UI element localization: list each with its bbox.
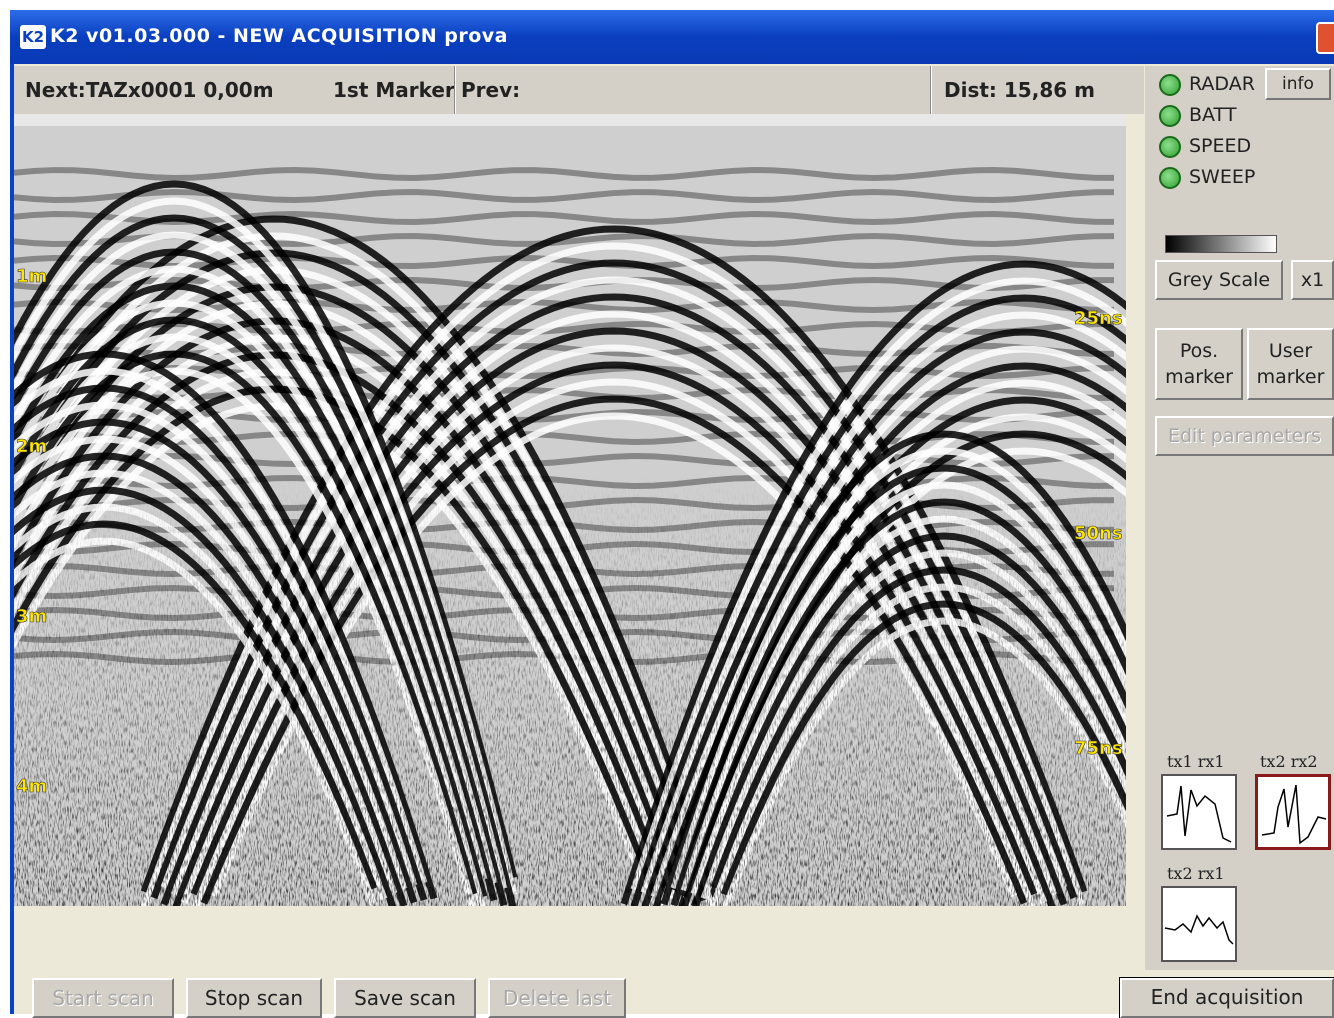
side-panel: RADAR BATT SPEED SWEEP info Grey Scale x1 P… <box>1145 66 1334 971</box>
delete-last-button[interactable]: Delete last <box>488 978 626 1018</box>
title-bar: K2 K2 v01.03.000 - NEW ACQUISITION prova <box>10 10 1334 64</box>
grey-scale-bar <box>1165 235 1277 253</box>
edit-parameters-button[interactable]: Edit parameters <box>1155 416 1334 456</box>
waveform <box>1161 886 1237 962</box>
depth-label: 4m <box>16 776 47 797</box>
depth-label: 3m <box>16 606 47 627</box>
depth-label: 1m <box>16 266 47 287</box>
status-led <box>1159 136 1181 158</box>
time-label: 25ns <box>1074 308 1123 329</box>
waveform-label: tx2 rx2 <box>1260 752 1318 771</box>
status-label: BATT <box>1189 104 1236 126</box>
close-button[interactable] <box>1316 22 1334 54</box>
next-file: Next:TAZx0001 0,00m <box>25 78 274 102</box>
stop-scan-button[interactable]: Stop scan <box>186 978 322 1018</box>
app-icon: K2 <box>20 25 46 49</box>
page: K2 K2 v01.03.000 - NEW ACQUISITION prova… <box>0 0 1334 1014</box>
start-scan-button[interactable]: Start scan <box>32 978 174 1018</box>
separator <box>930 66 932 114</box>
distance: Dist: 15,86 m <box>944 78 1095 102</box>
time-label: 50ns <box>1074 523 1123 544</box>
end-acquisition-button[interactable]: End acquisition <box>1120 978 1334 1018</box>
status-bar: Next:TAZx0001 0,00m 1st Marker Prev: Dis… <box>14 66 1144 114</box>
waveform-label: tx1 rx1 <box>1167 752 1225 771</box>
depth-label: 2m <box>16 436 47 457</box>
status-label: SPEED <box>1189 135 1251 157</box>
waveform-selected <box>1255 774 1331 850</box>
waveform <box>1161 774 1237 850</box>
time-label: 75ns <box>1074 738 1123 759</box>
spacer <box>14 906 1144 970</box>
color-scale-button[interactable]: Grey Scale <box>1155 260 1283 300</box>
prev-label: Prev: <box>461 78 520 102</box>
status-led <box>1159 105 1181 127</box>
separator <box>454 66 456 114</box>
status-label: RADAR <box>1189 73 1255 95</box>
toolbar: Start scan Stop scan Save scan Delete la… <box>14 970 1334 1014</box>
pos-marker-button[interactable]: Pos. marker <box>1155 328 1243 400</box>
user-marker-button[interactable]: User marker <box>1247 328 1334 400</box>
radargram: 1m 2m 3m 4m 25ns 50ns 75ns <box>14 114 1126 906</box>
status-led <box>1159 167 1181 189</box>
zoom-button[interactable]: x1 <box>1291 260 1334 300</box>
waveform-label: tx2 rx1 <box>1167 864 1225 883</box>
window-title: K2 v01.03.000 - NEW ACQUISITION prova <box>50 25 508 47</box>
marker-label: 1st Marker <box>333 78 455 102</box>
save-scan-button[interactable]: Save scan <box>334 978 476 1018</box>
status-label: SWEEP <box>1189 166 1255 188</box>
info-button[interactable]: info <box>1265 68 1331 100</box>
status-led <box>1159 74 1181 96</box>
